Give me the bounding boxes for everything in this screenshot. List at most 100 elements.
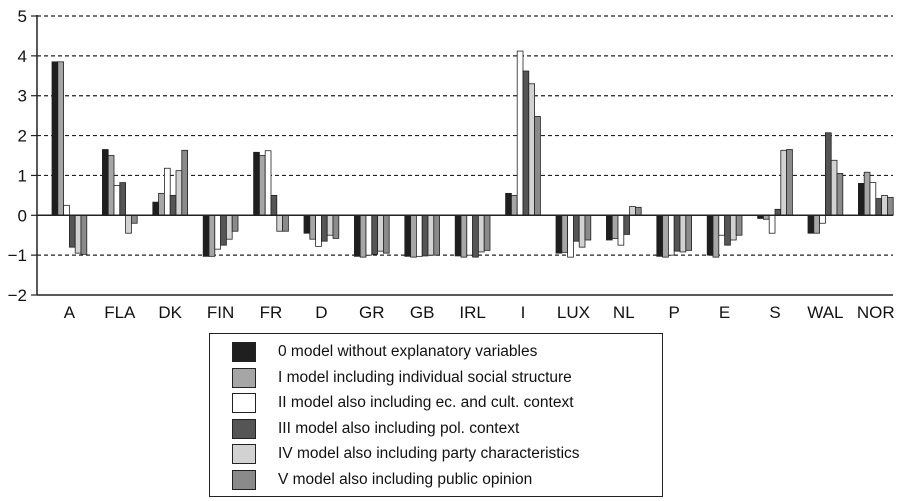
bar-nor-series-5: [887, 196, 894, 216]
bar-fr-series-3: [270, 194, 278, 216]
bar-nl-series-3: [623, 214, 630, 235]
bar-p-series-2: [668, 214, 675, 256]
bar-nl-series-0: [606, 214, 613, 241]
y-tick-label: 0: [18, 206, 27, 225]
bar-i-series-0: [505, 192, 512, 216]
y-tick-label: 5: [18, 7, 27, 26]
bar-fla-series-5: [130, 214, 138, 224]
x-tick-label-fla: FLA: [104, 303, 136, 322]
bar-gr-series-0: [353, 214, 361, 257]
x-tick-label-i: I: [521, 303, 526, 322]
legend-item: V model also including public opinion: [232, 469, 532, 491]
x-tick-label-lux: LUX: [557, 303, 590, 322]
bar-dk-series-3: [169, 194, 177, 216]
x-tick-label-nl: NL: [613, 303, 635, 322]
bar-wal-series-5: [836, 173, 844, 216]
bar-i-series-3: [522, 70, 530, 216]
bar-p-series-3: [673, 214, 681, 252]
bar-e-series-0: [706, 214, 714, 256]
bar-wal-series-3: [825, 132, 832, 216]
bar-wal-series-4: [830, 159, 838, 216]
legend-swatch: [232, 418, 256, 439]
bar-fin-series-3: [220, 214, 227, 246]
bar-lux-series-2: [567, 214, 574, 258]
bar-i-series-1: [510, 194, 518, 216]
legend-label: 0 model without explanatory variables: [278, 343, 538, 360]
bar-nor-series-4: [881, 194, 888, 216]
bar-chart: 5 4 3 2 1 0 −1 −2 A FLA DK FIN FR D GR GB IRL I LUX NL P E S W…: [8, 7, 895, 322]
legend-label: V model also including public opinion: [278, 470, 533, 488]
legend-item: 0 model without explanatory variables: [232, 341, 537, 363]
bar-gb-series-2: [415, 214, 423, 257]
bar-dk-series-0: [152, 201, 160, 216]
bar-dk-series-4: [175, 170, 183, 216]
bar-gr-series-3: [371, 214, 378, 255]
x-tick-label-s: S: [769, 303, 780, 322]
bar-a-series-0: [51, 61, 59, 216]
bar-fin-series-5: [231, 214, 239, 232]
bar-gr-series-5: [382, 214, 390, 254]
bar-fla-series-4: [125, 214, 132, 234]
x-tick-label-p: P: [669, 303, 680, 322]
bar-wal-series-1: [813, 214, 820, 234]
bar-p-series-5: [685, 214, 692, 251]
x-tick-label-gb: GB: [410, 303, 435, 322]
bar-lux-series-0: [555, 214, 563, 254]
bar-nor-series-3: [875, 198, 882, 216]
bar-e-series-2: [718, 214, 725, 236]
x-tick-label-irl: IRL: [459, 303, 485, 322]
x-tick-label-fr: FR: [260, 303, 283, 322]
x-axis-tick-labels: A FLA DK FIN FR D GR GB IRL I LUX NL P E S WAL NOR: [64, 303, 895, 322]
bar-nl-series-5: [635, 206, 642, 216]
x-tick-label-d: D: [315, 303, 327, 322]
bar-nl-series-2: [617, 214, 625, 246]
bar-i-series-2: [516, 50, 524, 216]
bar-fla-series-0: [102, 149, 109, 216]
bar-gb-series-0: [404, 214, 411, 257]
legend-label: III model also including pol. context: [278, 419, 520, 437]
bar-fin-series-1: [208, 214, 216, 257]
bar-e-series-3: [724, 214, 731, 246]
bar-gb-series-4: [427, 214, 435, 256]
y-tick-label: −1: [8, 246, 27, 265]
bar-fr-series-0: [253, 151, 260, 216]
bar-gb-series-1: [410, 214, 417, 258]
bar-irl-series-0: [454, 214, 462, 257]
bar-lux-series-3: [573, 214, 580, 242]
bar-fin-series-4: [225, 214, 233, 240]
x-tick-label-dk: DK: [158, 303, 182, 322]
bar-irl-series-3: [472, 214, 479, 258]
bar-d-series-1: [309, 214, 316, 240]
bar-p-series-4: [679, 214, 687, 253]
bar-gb-series-3: [421, 214, 429, 257]
x-tick-label-a: A: [64, 303, 76, 322]
bar-i-series-4: [528, 83, 535, 216]
bar-fr-series-5: [282, 214, 289, 232]
bar-nor-series-1: [863, 171, 871, 216]
bar-wal-series-0: [807, 214, 815, 234]
bar-lux-series-1: [561, 214, 568, 253]
bar-e-series-5: [735, 214, 743, 236]
bar-s-series-5: [786, 149, 793, 216]
bar-gb-series-5: [433, 214, 440, 256]
bar-p-series-0: [656, 214, 663, 257]
bar-dk-series-5: [181, 149, 189, 216]
bar-irl-series-4: [477, 214, 485, 253]
y-tick-label: 3: [18, 87, 27, 106]
bar-fla-series-3: [119, 182, 127, 216]
y-tick-label: 1: [18, 166, 27, 185]
bar-i-series-5: [534, 116, 541, 216]
x-tick-label-gr: GR: [359, 303, 385, 322]
y-axis-tick-labels: 5 4 3 2 1 0 −1 −2: [8, 7, 27, 305]
bar-fr-series-4: [276, 214, 283, 232]
bar-lux-series-4: [578, 214, 586, 248]
legend: 0 model without explanatory variables I m…: [209, 333, 663, 497]
bar-s-series-2: [768, 214, 776, 234]
legend-swatch: [232, 469, 256, 490]
x-tick-label-nor: NOR: [857, 303, 895, 322]
x-tick-label-e: E: [719, 303, 730, 322]
x-tick-label-wal: WAL: [807, 303, 843, 322]
bar-fla-series-2: [113, 184, 121, 216]
bar-fr-series-1: [258, 155, 266, 216]
bar-fin-series-0: [202, 214, 210, 257]
